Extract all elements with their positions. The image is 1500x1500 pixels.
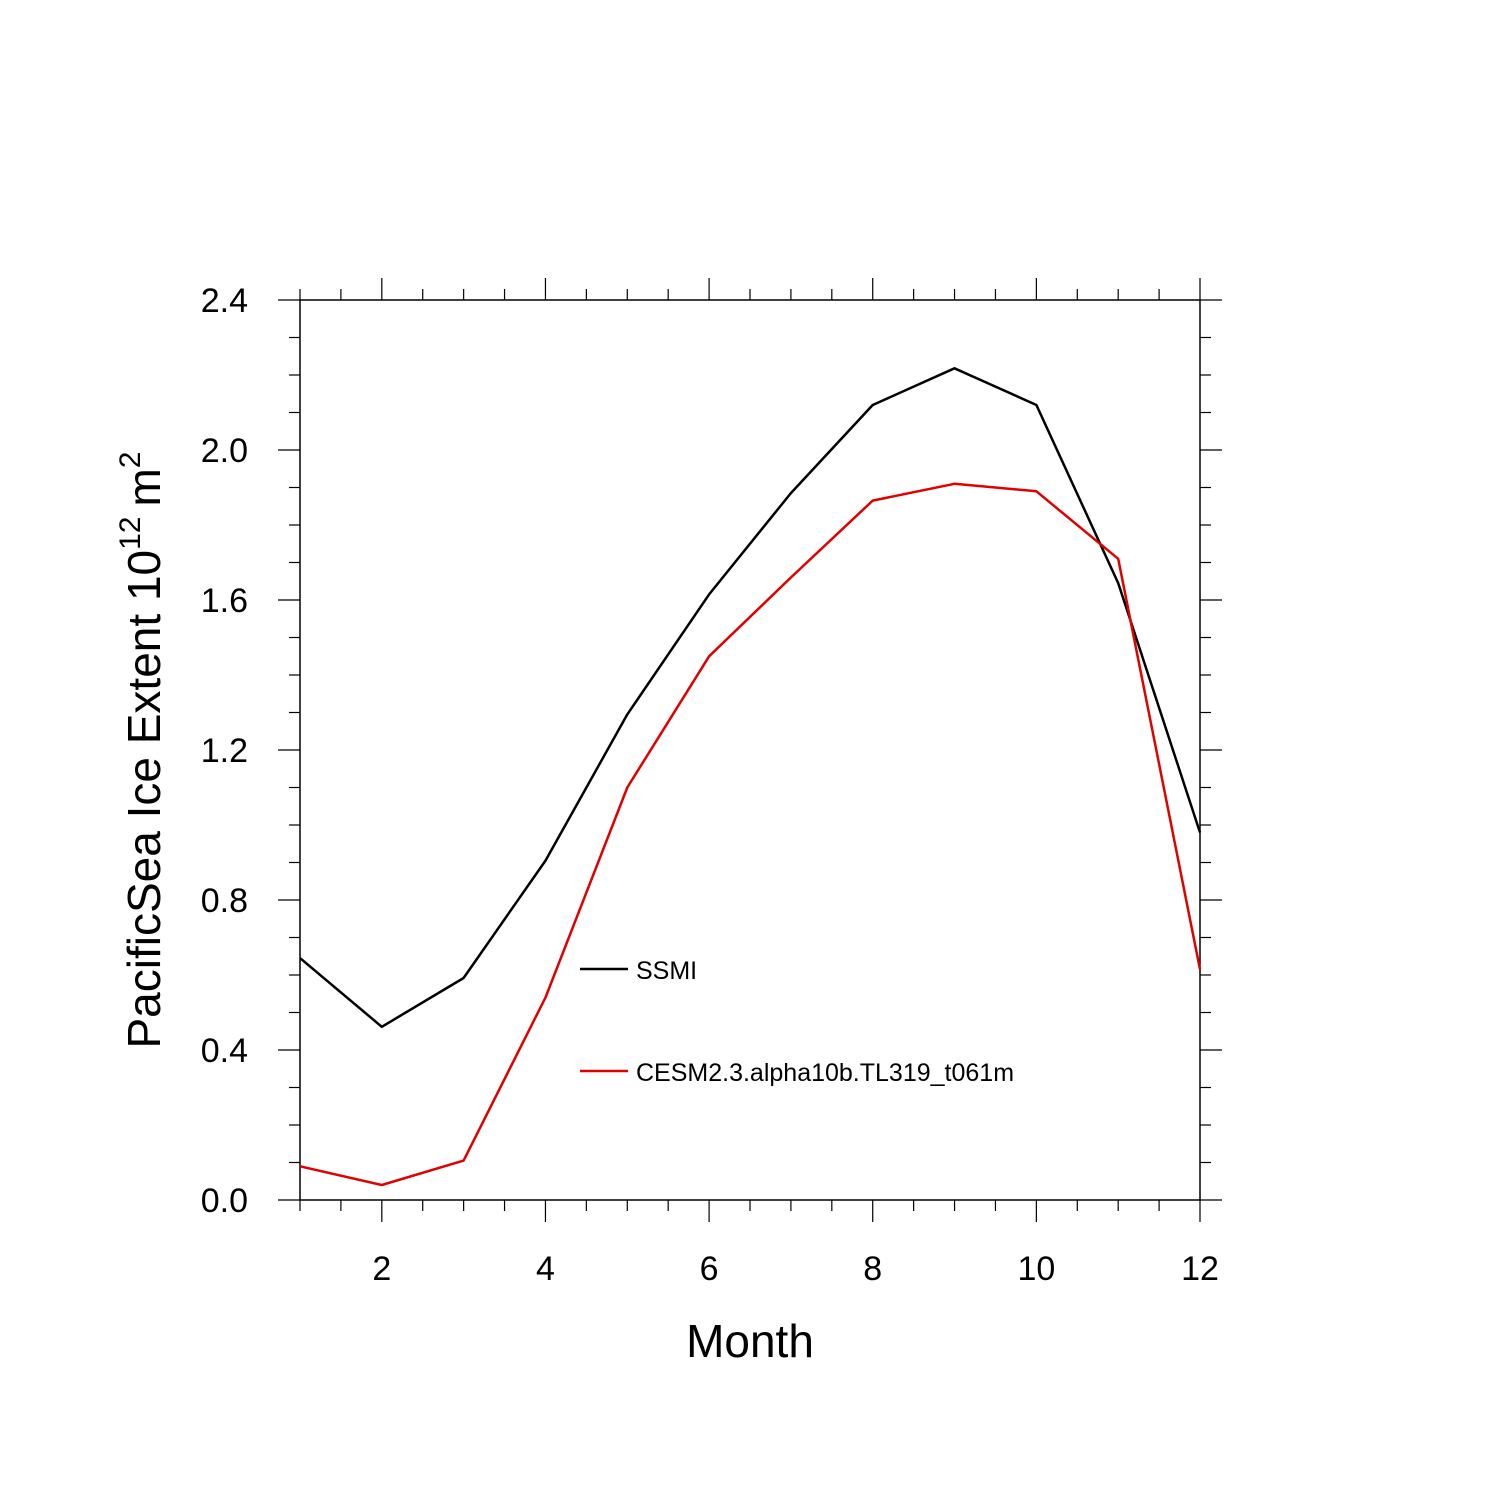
x-tick-label: 8: [863, 1250, 882, 1288]
tick-labels: 2 4 6 8 10 12 0.0 0.4 0.8 1.2 1.6 2.0 2.4: [201, 282, 1219, 1288]
y-axis-title: PacificSea Ice Extent 1012 m2: [114, 451, 170, 1048]
y-tick-label: 1.2: [201, 732, 248, 770]
series-line-1: [299, 482, 1202, 1187]
series-lines: [299, 367, 1202, 1187]
y-tick-label: 2.4: [201, 282, 248, 320]
x-tick-label: 6: [700, 1250, 719, 1288]
legend-label-cesm: CESM2.3.alpha10b.TL319_t061m: [636, 1059, 1014, 1087]
x-tick-label: 12: [1181, 1250, 1219, 1288]
legend: SSMI CESM2.3.alpha10b.TL319_t061m: [580, 957, 1014, 1087]
x-tick-label: 2: [372, 1250, 391, 1288]
y-tick-label: 0.4: [201, 1032, 248, 1070]
y-axis-title-main: PacificSea Ice Extent 10: [118, 550, 170, 1049]
x-axis-title: Month: [686, 1315, 814, 1367]
x-tick-label: 10: [1017, 1250, 1055, 1288]
y-axis-title-unit-exponent: 2: [114, 451, 147, 468]
axis-ticks: [278, 278, 1222, 1222]
y-tick-label: 0.0: [201, 1182, 248, 1220]
y-tick-label: 2.0: [201, 432, 248, 470]
y-axis-title-exponent: 12: [114, 517, 147, 550]
y-tick-label: 1.6: [201, 582, 248, 620]
legend-label-ssmi: SSMI: [636, 957, 697, 985]
series-line-0: [299, 367, 1202, 1029]
y-tick-label: 0.8: [201, 882, 248, 920]
y-axis-title-unit: m: [118, 468, 170, 506]
x-tick-label: 4: [536, 1250, 555, 1288]
